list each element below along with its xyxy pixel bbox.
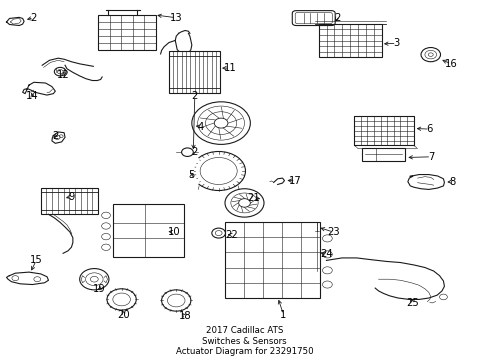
Bar [168, 51, 220, 93]
Text: 17: 17 [289, 176, 302, 186]
Bar [224, 222, 320, 298]
Text: 6: 6 [426, 124, 432, 134]
Text: 7: 7 [427, 152, 433, 162]
Bar [361, 148, 405, 161]
Text: 1: 1 [280, 310, 286, 320]
Text: 9: 9 [68, 192, 75, 202]
Text: 12: 12 [57, 70, 69, 80]
Text: 15: 15 [30, 255, 42, 265]
Text: 19: 19 [93, 284, 106, 294]
Text: 2017 Cadillac ATS
Switches & Sensors
Actuator Diagram for 23291750: 2017 Cadillac ATS Switches & Sensors Act… [175, 327, 313, 356]
Text: 10: 10 [167, 227, 180, 237]
Text: 3: 3 [393, 38, 399, 48]
Text: 24: 24 [320, 249, 332, 259]
Text: 21: 21 [246, 193, 259, 203]
Text: 11: 11 [223, 63, 236, 73]
Text: 16: 16 [444, 59, 457, 69]
Text: 4: 4 [197, 122, 203, 132]
Text: 14: 14 [26, 91, 39, 102]
Text: 5: 5 [188, 170, 195, 180]
Text: 13: 13 [169, 13, 182, 23]
Bar [41, 188, 98, 214]
Text: 2: 2 [53, 131, 59, 140]
Bar [113, 204, 183, 257]
Text: 18: 18 [178, 311, 191, 321]
Text: 25: 25 [405, 298, 418, 308]
Bar [318, 24, 381, 58]
Text: 2: 2 [191, 91, 198, 102]
Text: 22: 22 [224, 230, 237, 240]
Text: 2: 2 [31, 13, 37, 23]
Text: 8: 8 [448, 177, 454, 186]
Text: 2: 2 [333, 13, 340, 23]
Bar [98, 15, 156, 50]
Text: 23: 23 [326, 227, 339, 237]
Text: 20: 20 [118, 310, 130, 320]
Bar [353, 116, 413, 145]
Text: 2: 2 [191, 147, 197, 157]
